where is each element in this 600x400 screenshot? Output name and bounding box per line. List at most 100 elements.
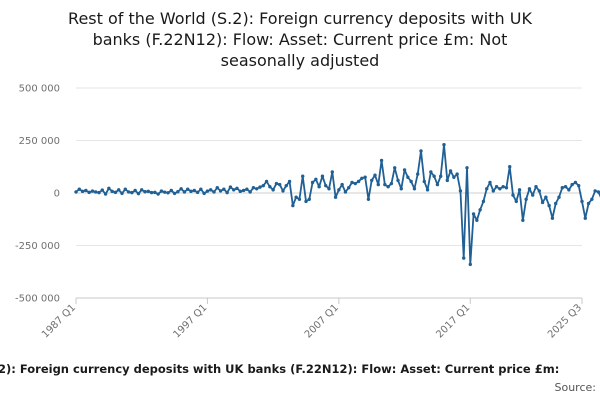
data-point <box>123 187 127 191</box>
data-point <box>176 190 180 194</box>
data-point <box>432 174 436 178</box>
data-point <box>232 188 236 192</box>
data-series <box>74 143 600 267</box>
data-point <box>186 187 190 191</box>
data-point <box>491 189 495 193</box>
data-point <box>540 200 545 205</box>
data-point <box>212 190 216 194</box>
data-point <box>531 193 535 197</box>
data-point <box>537 189 541 193</box>
data-point <box>314 177 318 182</box>
data-point <box>567 188 571 192</box>
data-point <box>462 256 466 260</box>
data-point <box>126 190 131 194</box>
data-point <box>570 182 574 187</box>
data-point <box>169 188 173 193</box>
data-point <box>468 262 472 267</box>
x-tick-label: 2025 Q3 <box>546 302 584 340</box>
data-point <box>281 189 285 193</box>
chart-title-line-1: Rest of the World (S.2): Foreign currenc… <box>68 9 532 28</box>
y-axis-ticks: 500 000 250 000 0 -250 000 -500 000 <box>15 84 60 305</box>
y-tick-label: 250 000 <box>19 136 60 147</box>
chart-title: Rest of the World (S.2): Foreign currenc… <box>68 9 532 70</box>
series-caption: 2): Foreign currency deposits with UK ba… <box>0 362 559 376</box>
data-point <box>310 180 315 185</box>
data-point <box>110 189 114 194</box>
data-point <box>156 192 160 196</box>
data-point <box>143 190 147 194</box>
data-point <box>402 168 407 172</box>
data-point <box>577 183 581 188</box>
data-point <box>136 191 141 196</box>
data-point <box>350 180 354 185</box>
data-point <box>370 178 374 183</box>
data-point <box>149 190 154 195</box>
data-point <box>445 178 449 183</box>
data-point <box>442 143 446 147</box>
data-point <box>498 187 502 191</box>
data-point <box>386 185 390 189</box>
data-point <box>333 195 338 199</box>
data-point <box>172 191 177 196</box>
data-point <box>113 190 118 195</box>
data-point <box>514 199 518 204</box>
data-point <box>320 174 325 178</box>
y-tick-label: -250 000 <box>15 241 60 252</box>
data-point <box>271 188 275 192</box>
data-point <box>199 187 203 191</box>
data-point <box>393 166 397 170</box>
data-point <box>301 174 305 178</box>
data-point <box>238 189 242 194</box>
data-point <box>340 182 344 187</box>
data-point <box>90 189 95 193</box>
data-point <box>583 216 587 220</box>
data-point <box>87 190 91 195</box>
data-point <box>563 185 568 189</box>
data-point <box>130 190 134 195</box>
data-point <box>153 190 157 195</box>
data-point <box>146 189 150 194</box>
data-point <box>554 201 558 206</box>
data-point <box>284 183 288 188</box>
data-point <box>202 191 206 196</box>
data-point <box>573 180 578 185</box>
data-point <box>485 187 489 191</box>
data-point <box>192 188 196 193</box>
data-point <box>560 186 564 190</box>
data-point <box>373 173 377 177</box>
data-point <box>504 186 509 190</box>
data-point <box>215 186 219 190</box>
data-point <box>317 185 321 189</box>
data-point <box>343 190 348 194</box>
data-point <box>448 169 453 173</box>
data-point <box>330 170 334 174</box>
data-point <box>425 188 430 192</box>
data-point <box>294 195 298 199</box>
data-point <box>435 182 440 187</box>
data-point <box>544 195 548 199</box>
data-point <box>278 182 282 187</box>
data-point <box>475 218 479 222</box>
data-point <box>366 197 371 201</box>
data-point <box>527 187 532 191</box>
data-point <box>80 189 85 194</box>
data-point <box>455 172 459 176</box>
data-point <box>159 189 164 193</box>
data-point <box>478 208 482 212</box>
data-point <box>133 188 137 193</box>
x-tick-label: 2007 Q1 <box>303 302 341 340</box>
data-point <box>209 188 213 192</box>
data-point <box>261 183 265 188</box>
data-point <box>439 174 443 178</box>
source-label: Source: <box>555 381 597 394</box>
data-point <box>307 197 311 201</box>
data-point <box>557 195 561 199</box>
data-point <box>179 187 183 191</box>
chart-title-line-3: seasonally adjusted <box>221 51 380 70</box>
data-point <box>166 191 170 195</box>
data-point <box>251 186 256 190</box>
data-point <box>297 197 302 201</box>
x-tick-label: 1987 Q1 <box>40 302 78 340</box>
data-point <box>100 188 104 192</box>
data-point <box>218 189 223 193</box>
